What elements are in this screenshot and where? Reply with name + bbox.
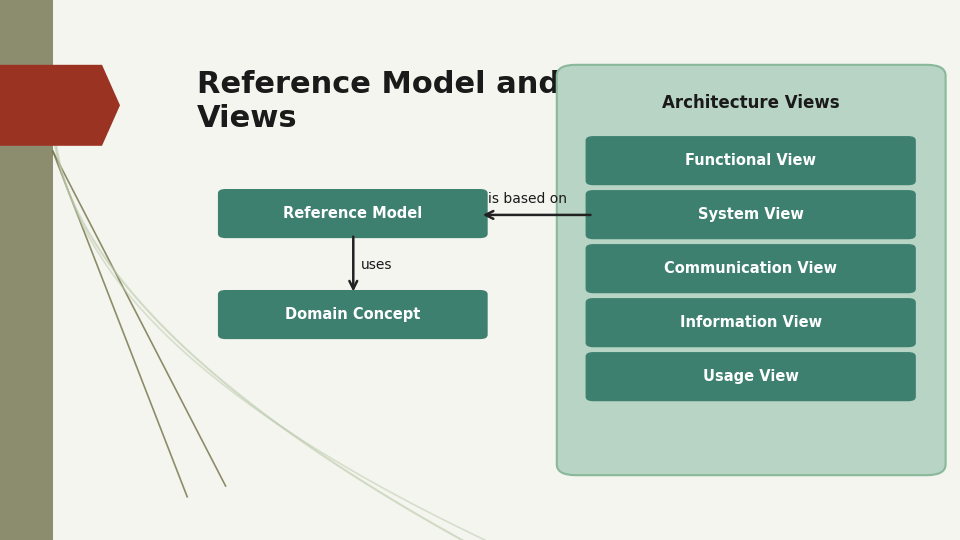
Polygon shape [0, 65, 120, 146]
Text: uses: uses [361, 258, 393, 272]
Text: Reference Model and Architecture
Views: Reference Model and Architecture Views [197, 70, 784, 133]
Text: System View: System View [698, 207, 804, 222]
FancyBboxPatch shape [0, 0, 53, 540]
Text: Functional View: Functional View [685, 153, 816, 168]
FancyBboxPatch shape [218, 290, 488, 339]
FancyBboxPatch shape [586, 244, 916, 293]
Text: is based on: is based on [489, 192, 567, 206]
FancyBboxPatch shape [586, 298, 916, 347]
Text: Usage View: Usage View [703, 369, 799, 384]
FancyBboxPatch shape [557, 65, 946, 475]
FancyBboxPatch shape [586, 136, 916, 185]
Text: Architecture Views: Architecture Views [661, 93, 840, 112]
FancyBboxPatch shape [586, 190, 916, 239]
FancyBboxPatch shape [586, 352, 916, 401]
Text: Information View: Information View [680, 315, 822, 330]
FancyBboxPatch shape [218, 189, 488, 238]
Text: Communication View: Communication View [664, 261, 837, 276]
Text: Reference Model: Reference Model [283, 206, 422, 221]
Text: Domain Concept: Domain Concept [285, 307, 420, 322]
